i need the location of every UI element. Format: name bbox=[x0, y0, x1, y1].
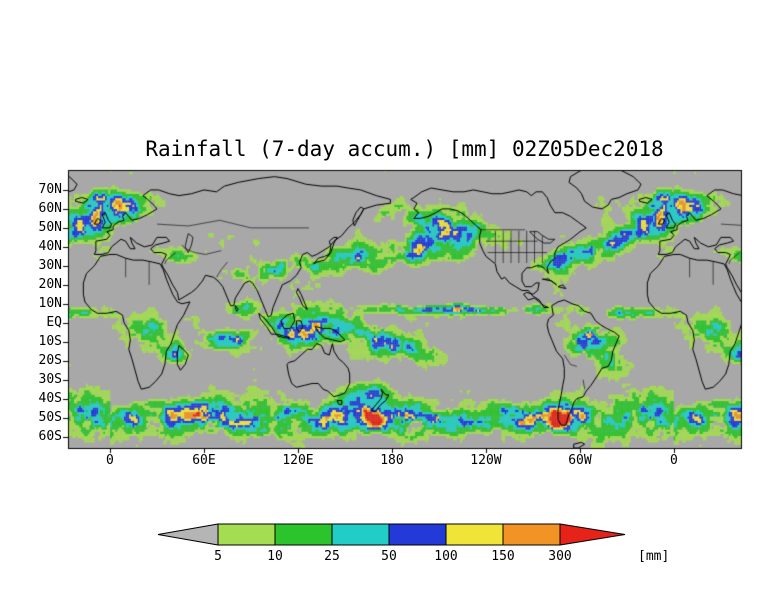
y-tick-label: 40S bbox=[38, 390, 62, 406]
y-tick-label: 50N bbox=[38, 219, 62, 235]
colorbar-tick-label: 100 bbox=[434, 549, 457, 564]
colorbar: 5 10 25 50 100 150 300 [mm] bbox=[157, 523, 669, 564]
y-tick-label: 10N bbox=[38, 295, 62, 311]
y-tick-label: 60N bbox=[38, 200, 62, 216]
y-tick-label: 20N bbox=[38, 276, 62, 292]
colorbar-unit-label: [mm] bbox=[638, 549, 669, 564]
colorbar-segment bbox=[502, 523, 561, 546]
y-tick-label: 50S bbox=[38, 409, 62, 425]
colorbar-segment bbox=[217, 523, 276, 546]
y-tick-label: 30N bbox=[38, 257, 62, 273]
colorbar-segment bbox=[388, 523, 447, 546]
colorbar-tick-label: 150 bbox=[491, 549, 514, 564]
x-tick-label: 180 bbox=[380, 453, 404, 468]
y-tick-label: 60S bbox=[38, 428, 62, 444]
y-tick-label: 70N bbox=[38, 181, 62, 197]
colorbar-under-arrow bbox=[157, 523, 219, 546]
colorbar-segment bbox=[445, 523, 504, 546]
y-tick-label: 10S bbox=[38, 333, 62, 349]
x-tick-label: 120E bbox=[282, 453, 314, 468]
y-tick-label: 40N bbox=[38, 238, 62, 254]
colorbar-over-arrow bbox=[559, 523, 626, 546]
y-tick-label: 30S bbox=[38, 371, 62, 387]
colorbar-tick-label: 50 bbox=[381, 549, 397, 564]
x-tick-label: 120W bbox=[470, 453, 502, 468]
x-tick-label: 60W bbox=[568, 453, 592, 468]
colorbar-tick-label: 25 bbox=[324, 549, 340, 564]
x-tick-label: 60E bbox=[192, 453, 216, 468]
x-tick-label: 0 bbox=[106, 453, 114, 468]
y-tick-label: EQ bbox=[46, 314, 62, 330]
colorbar-tick-label: 5 bbox=[214, 549, 222, 564]
colorbar-tick-label: 300 bbox=[548, 549, 571, 564]
y-tick-label: 20S bbox=[38, 352, 62, 368]
x-tick-label: 0 bbox=[670, 453, 678, 468]
colorbar-segment bbox=[274, 523, 333, 546]
colorbar-tick-label: 10 bbox=[267, 549, 283, 564]
colorbar-segment bbox=[331, 523, 390, 546]
